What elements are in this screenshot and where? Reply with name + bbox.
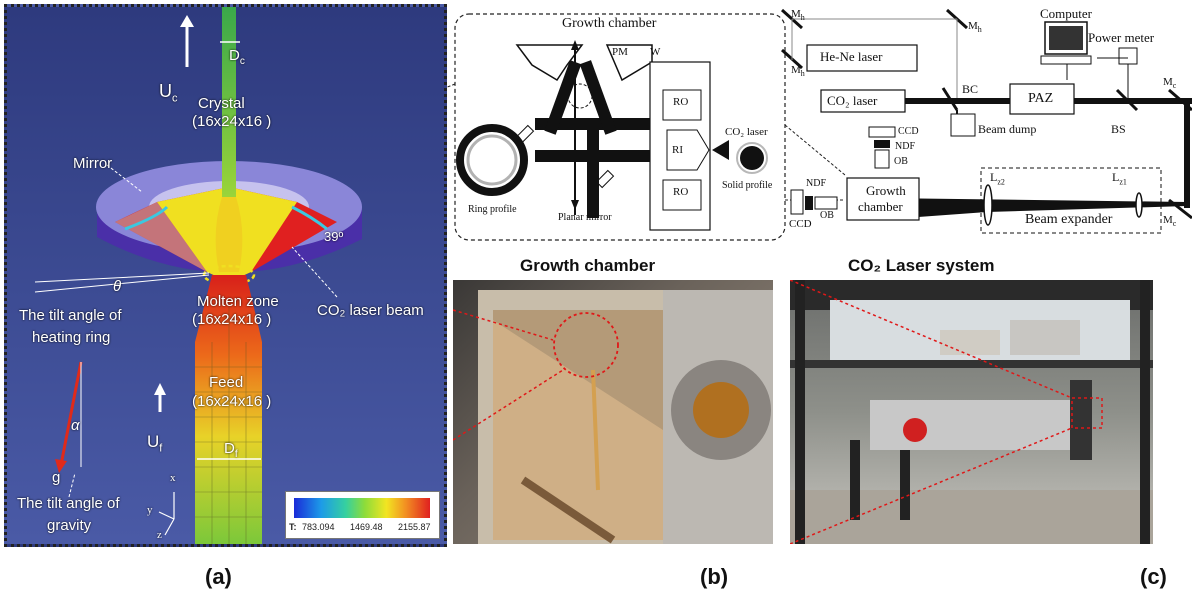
colorbar-gradient	[294, 498, 430, 518]
tilt-ring-label-2: heating ring	[32, 329, 111, 346]
pm-label: PM	[612, 46, 628, 58]
molten-zone-label: Molten zone	[197, 293, 279, 310]
mc-label-1: Mc	[1163, 76, 1177, 91]
beam-expander-label: Beam expander	[1025, 212, 1113, 227]
optical-schematics	[447, 8, 1192, 241]
caption-c: (c)	[1140, 564, 1167, 589]
ob-top-label: OB	[894, 156, 908, 167]
axis-x-label: x	[170, 472, 176, 484]
panel-a-simulation: Dc Uc Crystal (16x24x16 ) Mirror 39º θ M…	[4, 4, 447, 547]
growth-chamber-photo	[453, 280, 773, 544]
axis-y-label: y	[147, 504, 153, 516]
crystal-label: Crystal	[198, 95, 245, 112]
feed-label: Feed	[209, 374, 244, 391]
photo-co2-system-title: CO₂ Laser system	[848, 256, 995, 275]
co2-laser-system-photo	[790, 280, 1153, 544]
hene-laser-label: He-Ne laser	[820, 49, 883, 64]
mh-label-3: Mh	[791, 64, 805, 79]
temperature-colorbar: T: 783.094 1469.48 2155.87	[285, 491, 440, 539]
mh-label-2: Mh	[968, 20, 982, 35]
ri-label: RI	[672, 144, 683, 156]
molten-grid-label: (16x24x16 )	[192, 311, 272, 328]
colorbar-tick-max: 2155.87	[398, 522, 431, 532]
ob-left-label: OB	[820, 210, 834, 221]
lz1-label: Lz1	[1112, 170, 1127, 187]
caption-b: (b)	[700, 564, 729, 589]
mh-label-1: Mh	[791, 8, 805, 23]
tilt-ring-label-1: The tilt angle of	[19, 307, 122, 324]
ccd-top-label: CCD	[898, 126, 919, 137]
solid-profile-label: Solid profile	[722, 180, 773, 191]
co2-laser-system-photo-sketch	[790, 280, 1153, 544]
crystal-velocity-label: Uc	[159, 81, 178, 105]
axis-z-label: z	[157, 529, 162, 541]
mc-label-2: Mc	[1163, 214, 1177, 229]
cone-angle-label: 39º	[324, 229, 344, 244]
paz-label: PAZ	[1028, 91, 1054, 106]
beam-dump-label: Beam dump	[978, 122, 1037, 136]
feed-velocity-label: Uf	[147, 432, 163, 455]
colorbar-tick-mid: 1469.48	[350, 522, 383, 532]
gravity-label: g	[52, 469, 61, 486]
co2-laser-source-label: CO₂ laser	[827, 93, 878, 108]
alpha-label: α	[71, 417, 80, 434]
mirror-label: Mirror	[73, 155, 113, 172]
ro-bottom-label: RO	[673, 186, 689, 198]
photo-growth-chamber-title: Growth chamber	[520, 256, 656, 275]
ndf-top-label: NDF	[895, 141, 916, 152]
co2-beam-label: CO₂ laser beam	[317, 302, 424, 319]
bs-label: BS	[1111, 122, 1126, 136]
colorbar-tick-min: 783.094	[302, 522, 335, 532]
tilt-gravity-label-2: gravity	[47, 517, 92, 534]
crystal-diameter-label: Dc	[229, 47, 245, 67]
crystal-grid-label: (16x24x16 )	[192, 113, 272, 130]
growth-chamber-photo-sketch	[453, 290, 773, 544]
growth-chamber-box-label-1: Growth	[866, 183, 906, 198]
bc-label: BC	[962, 82, 979, 96]
ring-profile-label: Ring profile	[468, 204, 517, 215]
ndf-left-label: NDF	[806, 178, 827, 189]
schematic-growth-chamber-title: Growth chamber	[562, 16, 657, 31]
w-label: W	[650, 46, 661, 58]
feed-diameter-label: Df	[224, 440, 238, 460]
ro-top-label: RO	[673, 96, 689, 108]
ccd-left-label: CCD	[789, 218, 812, 230]
theta-label: θ	[113, 278, 122, 295]
tilt-gravity-label-1: The tilt angle of	[17, 495, 120, 512]
power-meter-label: Power meter	[1088, 30, 1155, 45]
growth-chamber-box-label-2: chamber	[858, 199, 903, 214]
co2-laser-input-label: CO₂ laser	[725, 126, 768, 138]
colorbar-t-label: T:	[289, 522, 297, 532]
lz2-label: Lz2	[990, 170, 1005, 187]
feed-grid-label: (16x24x16 )	[192, 393, 272, 410]
computer-label: Computer	[1040, 6, 1092, 21]
caption-a: (a)	[205, 564, 232, 589]
furnace-3d-drawing	[34, 7, 362, 544]
planar-mirror-label: Planar mirror	[558, 212, 612, 223]
